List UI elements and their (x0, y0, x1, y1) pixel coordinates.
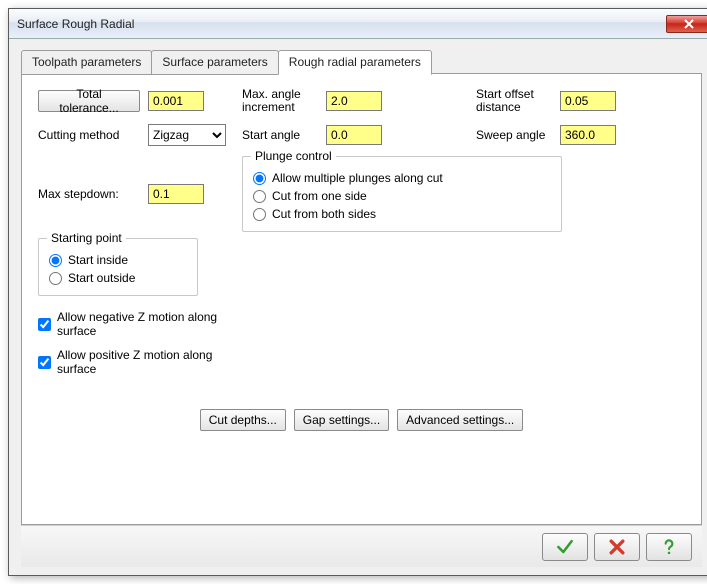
max-stepdown-label: Max stepdown: (38, 188, 140, 201)
max-angle-label: Max. angle increment (242, 88, 318, 114)
tab-panel: Total tolerance... Max. angle increment … (21, 73, 702, 525)
advanced-settings-button[interactable]: Advanced settings... (397, 409, 523, 431)
start-outside-input[interactable] (49, 272, 62, 285)
cutting-method-label: Cutting method (38, 129, 140, 142)
start-outside-label: Start outside (68, 271, 135, 285)
cutting-method-select[interactable]: Zigzag (148, 124, 226, 146)
sweep-angle-input[interactable] (560, 125, 616, 145)
starting-point-group: Starting point Start inside Start outsid… (38, 238, 198, 296)
cancel-icon (607, 537, 627, 557)
titlebar[interactable]: Surface Rough Radial (9, 9, 707, 39)
plunge-legend: Plunge control (251, 149, 336, 163)
tab-strip: Toolpath parameters Surface parameters R… (21, 49, 702, 74)
ok-button[interactable] (542, 533, 588, 561)
dialog-window: Surface Rough Radial Toolpath parameters… (8, 8, 707, 576)
window-title: Surface Rough Radial (17, 17, 666, 31)
total-tolerance-button[interactable]: Total tolerance... (38, 90, 140, 112)
pos-z-input[interactable] (38, 356, 51, 369)
plunge-both-sides-input[interactable] (253, 208, 266, 221)
plunge-both-sides-radio[interactable]: Cut from both sides (253, 207, 551, 221)
start-offset-label: Start offset distance (476, 88, 552, 114)
start-offset-input[interactable] (560, 91, 616, 111)
max-stepdown-input[interactable] (148, 184, 204, 204)
help-icon (659, 537, 679, 557)
start-inside-label: Start inside (68, 253, 128, 267)
start-inside-input[interactable] (49, 254, 62, 267)
neg-z-label: Allow negative Z motion along surface (57, 310, 238, 338)
starting-point-legend: Starting point (47, 231, 126, 245)
start-inside-radio[interactable]: Start inside (49, 253, 187, 267)
max-angle-input[interactable] (326, 91, 382, 111)
plunge-multiple-radio[interactable]: Allow multiple plunges along cut (253, 171, 551, 185)
neg-z-input[interactable] (38, 318, 51, 331)
pos-z-label: Allow positive Z motion along surface (57, 348, 238, 376)
close-button[interactable] (666, 15, 707, 33)
plunge-control-group: Plunge control Allow multiple plunges al… (242, 156, 562, 232)
start-angle-input[interactable] (326, 125, 382, 145)
pos-z-check[interactable]: Allow positive Z motion along surface (38, 348, 238, 376)
gap-settings-button[interactable]: Gap settings... (294, 409, 389, 431)
start-angle-label: Start angle (242, 129, 318, 142)
plunge-multiple-input[interactable] (253, 172, 266, 185)
dialog-footer (21, 525, 702, 567)
tab-rough-radial-parameters[interactable]: Rough radial parameters (278, 50, 432, 75)
plunge-one-side-radio[interactable]: Cut from one side (253, 189, 551, 203)
window-buttons (666, 15, 707, 33)
plunge-one-side-label: Cut from one side (272, 189, 367, 203)
close-icon (683, 19, 695, 29)
total-tolerance-input[interactable] (148, 91, 204, 111)
checkmark-icon (555, 537, 575, 557)
neg-z-check[interactable]: Allow negative Z motion along surface (38, 310, 238, 338)
start-outside-radio[interactable]: Start outside (49, 271, 187, 285)
help-button[interactable] (646, 533, 692, 561)
plunge-multiple-label: Allow multiple plunges along cut (272, 171, 443, 185)
plunge-both-sides-label: Cut from both sides (272, 207, 376, 221)
sweep-angle-label: Sweep angle (476, 129, 552, 142)
panel-bottom-buttons: Cut depths... Gap settings... Advanced s… (22, 409, 701, 431)
plunge-one-side-input[interactable] (253, 190, 266, 203)
tab-toolpath-parameters[interactable]: Toolpath parameters (21, 50, 152, 75)
cancel-button[interactable] (594, 533, 640, 561)
client-area: Toolpath parameters Surface parameters R… (9, 39, 707, 575)
cut-depths-button[interactable]: Cut depths... (200, 409, 286, 431)
tab-surface-parameters[interactable]: Surface parameters (151, 50, 278, 75)
